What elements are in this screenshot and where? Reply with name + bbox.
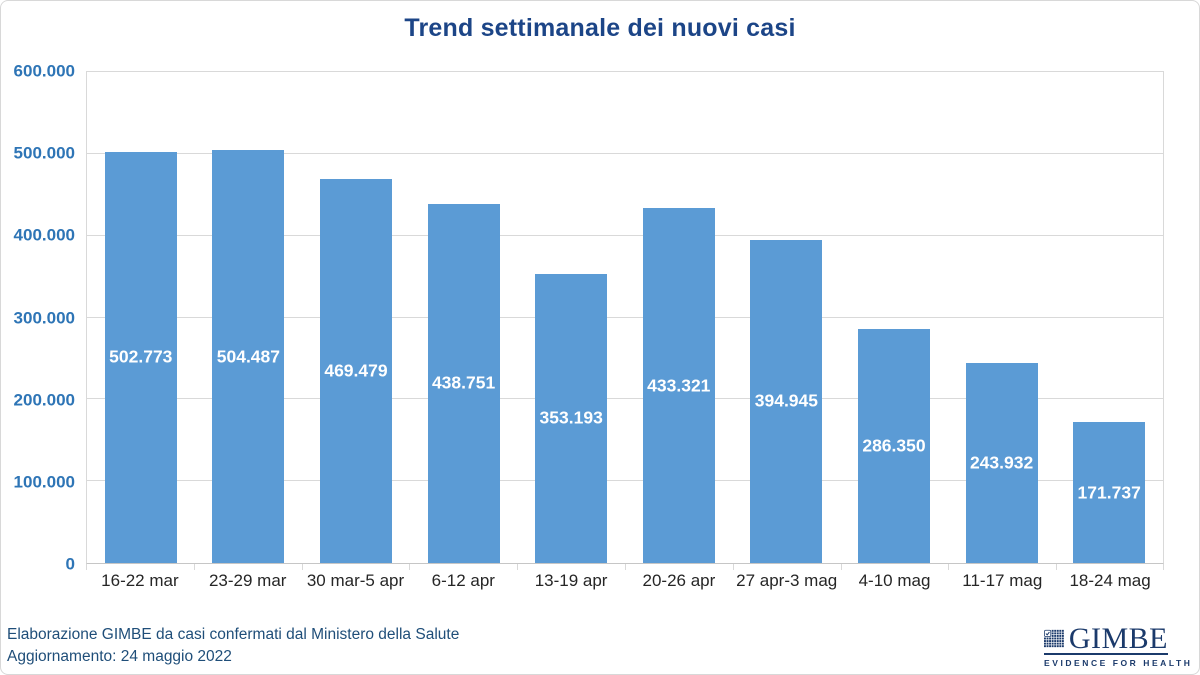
bar-slot: 469.479 [302,178,410,563]
bar-value-label: 394.945 [754,390,819,411]
bar-value-label: 469.479 [324,360,388,381]
axis-tick [1163,564,1164,570]
axis-tick [409,564,411,570]
bar-value-label: 171.737 [1077,482,1141,503]
x-tick-label: 13-19 apr [534,571,608,590]
bar: 433.321 [642,208,715,563]
axis-tick [625,564,626,570]
bar: 286.350 [858,328,930,563]
bar-slot: 286.350 [840,328,948,563]
y-tick-label: 400.000 [13,225,75,245]
y-tick-label: 600.000 [13,61,75,81]
x-tick-label: 6-12 apr [431,571,495,590]
x-tick-label: 23-29 mar [208,571,287,590]
y-tick-label: 100.000 [13,472,75,492]
bar-slot: 504.487 [195,150,303,563]
bar: 469.479 [320,178,392,563]
x-tick-label: 20-26 apr [642,571,716,590]
x-tick-label: 16-22 mar [101,571,179,590]
y-tick-label: 0 [65,554,75,574]
gimbe-logo: GIMBE EVIDENCE FOR HEALTH [1044,622,1193,668]
bar: 502.773 [104,151,177,563]
plot-area: 502.773 504.487 469.479 438.751 353.193 433.3… [86,71,1164,564]
bar: 353.193 [535,273,608,563]
bar-slot: 353.193 [517,273,625,563]
x-tick-label: 30 mar-5 apr [306,571,405,590]
bar-value-label: 438.751 [431,372,496,393]
y-tick-label: 500.000 [13,143,75,163]
gridline [87,480,1163,482]
grid-check-icon [1044,629,1064,648]
x-tick-label: 27 apr-3 mag [736,571,838,590]
footer-source-line: Elaborazione GIMBE da casi confermati da… [7,626,460,643]
bar-value-label: 243.932 [969,452,1034,473]
bar-slot: 438.751 [410,203,518,563]
gimbe-logo-text: GIMBE [1068,622,1168,655]
x-tick-label: 11-17 mag [962,571,1043,590]
bar: 243.932 [965,363,1038,563]
bar: 504.487 [212,150,285,563]
axis-tick [193,564,195,570]
gimbe-logo-top: GIMBE [1044,622,1168,655]
bar-slot: 502.773 [87,151,195,563]
bar: 394.945 [750,239,823,563]
x-tick-label: 18-24 mag [1069,571,1151,590]
gridline [87,234,1163,236]
axis-tick [301,564,303,570]
x-axis: 16-22 mar 23-29 mar 30 mar-5 apr 6-12 apr 13… [86,564,1164,596]
bar-value-label: 286.350 [862,435,926,456]
chart-title: Trend settimanale dei nuovi casi [404,14,796,42]
x-tick-label: 4-10 mag [858,571,931,590]
bar-value-label: 353.193 [539,407,603,428]
axis-tick [86,564,87,570]
bar-slot: 171.737 [1055,422,1163,563]
gridline [87,398,1163,400]
bar: 171.737 [1073,422,1146,563]
axis-tick [948,564,950,570]
bar-value-label: 433.321 [647,375,711,396]
bar-slot: 243.932 [948,363,1056,563]
axis-tick [840,564,842,570]
axis-tick [732,564,734,570]
bar-slot: 433.321 [625,208,733,563]
gridline [87,316,1163,318]
logo-divider [1044,653,1168,655]
bar-value-label: 504.487 [216,346,281,367]
axis-tick [517,564,519,570]
footer: Elaborazione GIMBE da casi confermati da… [7,624,459,667]
footer-update-line: Aggiornamento: 24 maggio 2022 [7,647,232,665]
y-tick-label: 200.000 [13,390,75,410]
axis-tick [1056,564,1058,570]
y-axis: 0 100.000 200.000 300.000 400.000 500.000 600.… [1,63,75,573]
gimbe-logo-tagline: EVIDENCE FOR HEALTH [1044,658,1193,668]
gridline [87,152,1163,154]
y-tick-label: 300.000 [13,308,75,327]
bar: 438.751 [427,203,500,563]
bar-value-label: 502.773 [109,346,173,367]
bar-slot: 394.945 [733,239,841,563]
